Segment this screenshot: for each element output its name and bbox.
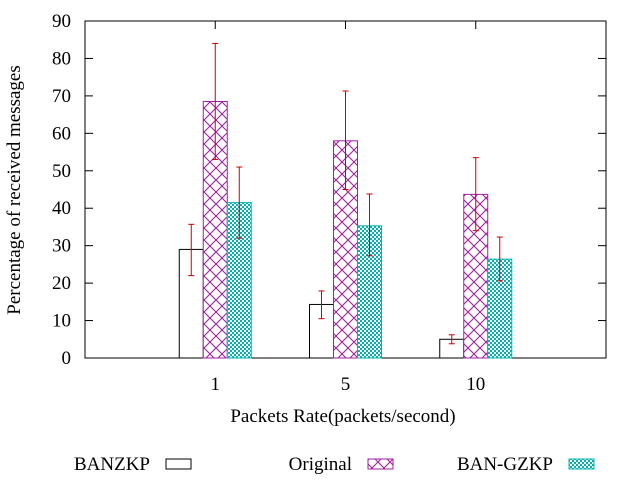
y-tick-label: 30 xyxy=(52,236,71,257)
legend-swatch xyxy=(568,458,595,470)
y-tick-label: 50 xyxy=(52,161,71,182)
legend-label: Original xyxy=(289,454,352,475)
y-axis-label: Percentage of received messages xyxy=(4,65,25,315)
x-tick-label: 5 xyxy=(341,374,351,395)
x-tick-label: 10 xyxy=(466,374,485,395)
legend: BANZKP Original BAN-GZKP xyxy=(74,454,595,475)
x-tick-label: 1 xyxy=(211,374,221,395)
y-tick-label: 40 xyxy=(52,198,71,219)
legend-swatch xyxy=(165,458,192,470)
legend-swatch xyxy=(367,458,394,470)
y-tick-label: 90 xyxy=(52,11,71,32)
y-tick-label: 10 xyxy=(52,311,71,332)
x-axis: 1 5 10 xyxy=(211,21,485,395)
y-axis: 0 10 20 30 40 50 60 70 80 90 xyxy=(52,11,606,369)
error-bars-group xyxy=(188,42,503,345)
y-tick-label: 60 xyxy=(52,123,71,144)
legend-label: BANZKP xyxy=(74,454,150,475)
y-tick-label: 70 xyxy=(52,86,71,107)
y-tick-label: 80 xyxy=(52,48,71,69)
y-tick-label: 20 xyxy=(52,273,71,294)
y-tick-label: 0 xyxy=(62,348,72,369)
x-axis-label: Packets Rate(packets/second) xyxy=(230,406,455,427)
legend-label: BAN-GZKP xyxy=(457,454,553,475)
